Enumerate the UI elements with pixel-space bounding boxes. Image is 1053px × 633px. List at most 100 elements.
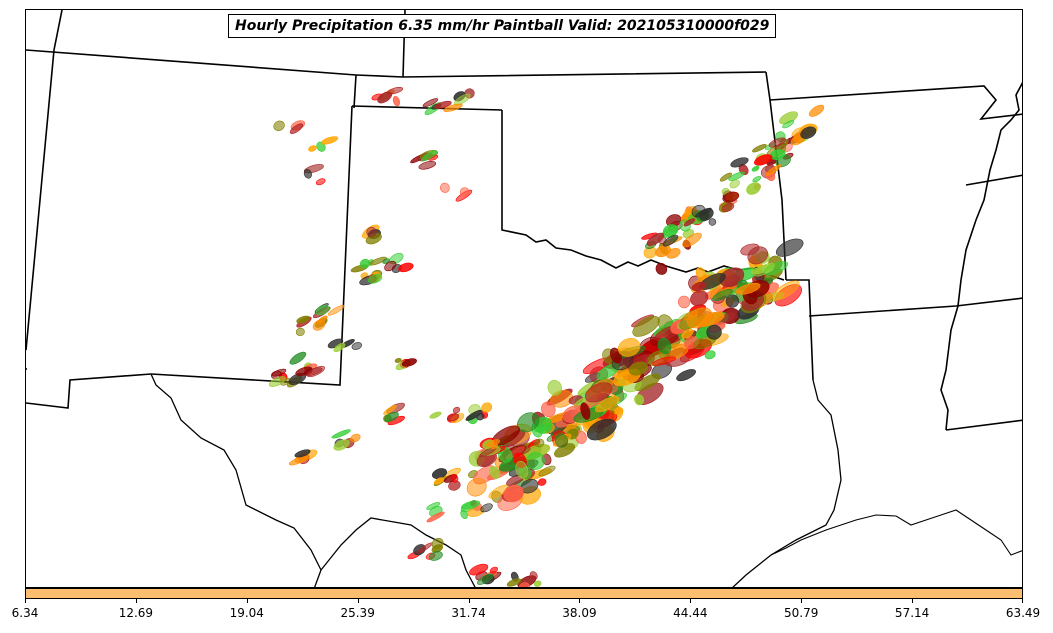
colorbar-tick	[912, 599, 913, 603]
precip-blob	[586, 418, 617, 441]
boundary-ok-panhandle-top	[351, 105, 503, 111]
precip-blob	[327, 304, 345, 316]
precip-blob	[682, 232, 702, 248]
colorbar-tick	[579, 599, 580, 603]
precip-blob	[433, 477, 445, 485]
precip-blob	[288, 455, 309, 466]
precip-blob	[585, 382, 613, 403]
precip-blob	[721, 202, 735, 213]
precip-blob	[706, 324, 722, 340]
precip-blob	[751, 165, 760, 172]
precip-blob	[367, 274, 383, 284]
precip-blob	[308, 145, 317, 152]
boundary-ok-ar	[786, 279, 814, 381]
boundary-nm-tx-east	[150, 105, 353, 386]
precip-blob	[480, 503, 493, 513]
colorbar-tick-label: 63.49	[1005, 606, 1041, 620]
boundary-az-nm	[26, 49, 55, 351]
precip-blob	[398, 262, 414, 273]
colorbar-tick-label: 12.69	[118, 606, 154, 620]
precip-blob	[351, 342, 363, 350]
precip-blob	[333, 342, 346, 353]
colorbar-tick	[136, 599, 137, 603]
precip-blob	[800, 126, 817, 139]
boundary-ks-ok	[501, 110, 785, 281]
precip-blob	[533, 580, 542, 587]
precip-blob	[554, 433, 569, 448]
precip-blob	[315, 305, 330, 316]
precip-blob	[394, 357, 402, 363]
precip-blob	[469, 563, 489, 576]
colorbar-tick	[801, 599, 802, 603]
precip-blob	[699, 208, 714, 221]
precip-blob	[719, 172, 732, 182]
colorbar-tick-label: 50.79	[784, 606, 819, 620]
precip-blob	[461, 500, 481, 510]
precip-blob	[443, 103, 463, 112]
precip-blob	[401, 358, 417, 367]
precip-blob	[683, 310, 699, 321]
precip-blob	[294, 449, 311, 458]
precip-blob	[768, 137, 787, 148]
colorbar-tick	[690, 599, 691, 603]
precip-blob	[519, 582, 530, 587]
precip-blob	[428, 551, 443, 561]
precip-blob	[747, 246, 769, 265]
precip-blob	[506, 578, 522, 587]
colorbar-tick	[25, 599, 26, 603]
precip-blob	[735, 282, 761, 295]
precip-blob	[333, 439, 350, 451]
colorbar-tick-label: 44.44	[673, 606, 708, 620]
boundary-tn-ms	[965, 174, 1022, 186]
boundary-ar-la	[945, 419, 1022, 431]
precip-blob	[652, 356, 676, 366]
precip-blob	[488, 484, 509, 499]
precip-blob	[426, 511, 445, 523]
precip-blob	[722, 191, 740, 203]
precip-blob	[632, 316, 660, 337]
precip-blob	[728, 171, 745, 181]
precip-blob	[418, 161, 437, 170]
precip-blob	[392, 95, 401, 107]
colorbar-tick	[469, 599, 470, 603]
precip-blob	[383, 405, 397, 415]
precip-blob	[683, 218, 696, 227]
colorbar-tick	[358, 599, 359, 603]
precip-blob	[708, 218, 717, 226]
precip-blob	[704, 350, 716, 360]
colorbar-tick-label: 38.09	[562, 606, 597, 620]
precip-blob	[359, 258, 371, 269]
precip-blob	[634, 394, 645, 406]
precip-blob	[617, 338, 641, 357]
precip-blob	[580, 402, 591, 420]
precip-blob	[477, 573, 494, 585]
boundary-ks-north	[355, 71, 767, 78]
precip-blob	[273, 120, 285, 131]
precip-blob	[421, 150, 438, 162]
precip-blob	[746, 182, 761, 195]
precip-blob	[753, 262, 775, 277]
precip-blob	[466, 477, 487, 497]
precip-blob	[503, 484, 524, 503]
precip-blob	[628, 361, 649, 376]
precip-blob	[271, 368, 287, 377]
precip-blob	[384, 260, 397, 272]
precip-blob	[595, 396, 620, 413]
boundary-ms-river	[940, 82, 1022, 431]
precip-blob	[331, 429, 351, 439]
precip-blob	[754, 154, 773, 166]
precip-blob	[515, 460, 529, 479]
precip-blob	[295, 327, 305, 337]
precip-blob	[426, 502, 441, 510]
colorbar-tick	[247, 599, 248, 603]
texas-outline	[150, 373, 842, 587]
precip-blob	[384, 411, 399, 422]
precip-blob	[434, 100, 452, 109]
precip-blob	[677, 295, 691, 309]
boundary-co-ks	[353, 74, 357, 109]
precip-blob	[681, 328, 694, 339]
precip-blob	[489, 566, 499, 574]
precip-blob	[315, 178, 326, 186]
precip-blob	[537, 478, 547, 486]
precip-blob	[541, 401, 556, 418]
